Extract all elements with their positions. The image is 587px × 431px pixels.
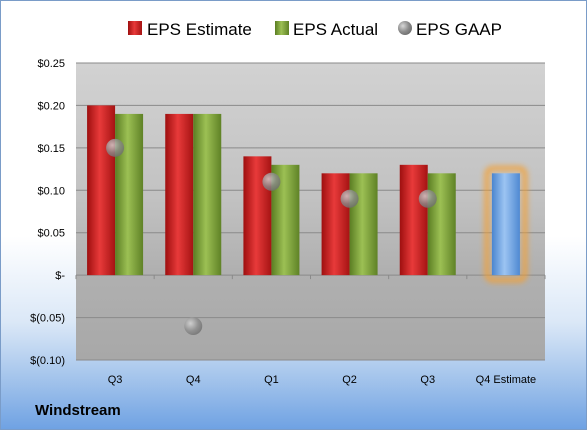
plot-area [76,63,545,360]
y-tick-label: $- [55,270,65,282]
legend-label-eps-gaap: EPS GAAP [416,20,502,39]
gaap-markers [106,138,437,336]
y-tick-label: $0.10 [37,185,65,197]
legend: EPS Estimate EPS Actual EPS GAAP [128,20,502,39]
grid-lines [75,62,546,361]
x-tick-label: Q3 [108,374,123,386]
x-axis-labels: Q3 Q4 Q1 Q2 Q3 Q4 Estimate [108,374,536,386]
x-tick-label: Q4 Estimate [476,374,537,386]
bar-eps-actual [427,173,456,276]
x-tick-label: Q3 [420,374,435,386]
marker-eps-gaap [106,138,125,157]
bar-q4-estimate-glow [484,165,528,283]
bar-eps-actual [193,113,222,276]
legend-item-eps-estimate: EPS Estimate [128,20,252,39]
bar-eps-actual [115,113,144,276]
bar-eps-estimate [321,173,350,276]
bar-eps-estimate [87,105,116,276]
y-tick-label: $0.15 [37,143,65,155]
bar-q4-estimate [491,173,520,276]
marker-eps-gaap [418,189,437,208]
bar-eps-estimate [399,164,428,276]
legend-swatch-eps-gaap [398,21,412,35]
bar-eps-actual [349,173,378,276]
y-tick-label: $(0.10) [30,355,65,367]
x-tick-label: Q2 [342,374,357,386]
legend-swatch-eps-estimate [128,21,142,35]
legend-label-eps-actual: EPS Actual [293,20,378,39]
company-name: Windstream [35,402,121,419]
x-tick-label: Q1 [264,374,279,386]
marker-eps-gaap [340,189,359,208]
y-tick-label: $0.05 [37,228,65,240]
legend-item-eps-actual: EPS Actual [275,20,378,39]
legend-label-eps-estimate: EPS Estimate [147,20,252,39]
y-tick-label: $0.20 [37,100,65,112]
bar-eps-estimate [165,113,194,276]
legend-item-eps-gaap: EPS GAAP [398,20,502,39]
legend-swatch-eps-actual [275,21,289,35]
marker-eps-gaap [262,172,281,191]
y-tick-label: $0.25 [37,58,65,70]
y-axis-labels: $0.25 $0.20 $0.15 $0.10 $0.05 $- $(0.05) $(0.10… [30,58,65,367]
y-tick-label: $(0.05) [30,313,65,325]
bars [87,105,528,283]
marker-eps-gaap [184,317,203,336]
x-tick-label: Q4 [186,374,201,386]
